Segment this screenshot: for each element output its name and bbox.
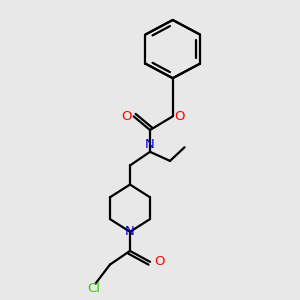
Text: Cl: Cl [87,282,100,295]
Text: O: O [154,255,164,268]
Text: N: N [125,225,135,238]
Text: O: O [121,110,132,123]
Text: N: N [145,138,155,151]
Text: O: O [175,110,185,123]
